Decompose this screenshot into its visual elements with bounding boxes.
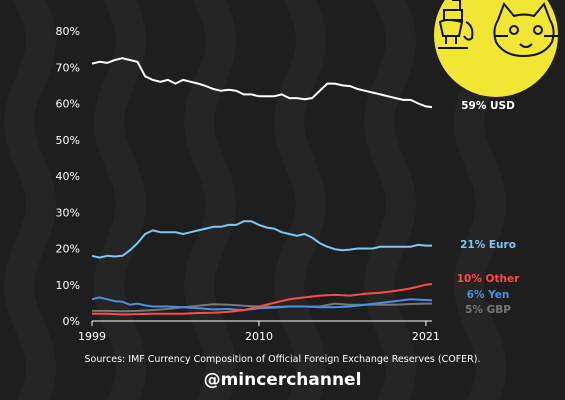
x-tick-label: 2010 xyxy=(245,330,273,343)
series-label-usd: 59% USD xyxy=(461,100,515,112)
y-tick-label: 30% xyxy=(56,206,80,219)
y-tick-label: 60% xyxy=(56,98,80,111)
series-label-euro: 21% Euro xyxy=(460,239,516,251)
y-tick-label: 20% xyxy=(56,243,80,256)
channel-handle: @mincerchannel xyxy=(203,370,362,390)
source-note: Sources: IMF Currency Composition of Off… xyxy=(84,354,481,365)
y-tick-label: 10% xyxy=(56,279,80,292)
series-label-other: 10% Other xyxy=(457,273,520,285)
series-line-other xyxy=(92,283,433,316)
background-stripe xyxy=(184,0,237,400)
chart-axes: 0% 10% 20% 30% 40% 50% 60% 70% 80% 1999 2010 2021 xyxy=(56,25,440,343)
y-tick-label: 80% xyxy=(56,25,80,38)
background-stripe xyxy=(364,0,417,400)
y-tick-label: 70% xyxy=(56,61,80,74)
series-labels: 59% USD 21% Euro 10% Other 6% Yen 5% GBP xyxy=(457,100,520,316)
background-stripe xyxy=(4,0,57,400)
y-tick-label: 0% xyxy=(63,315,80,328)
mincer-logo xyxy=(434,0,558,97)
y-tick-label: 50% xyxy=(56,134,80,147)
series-line-euro xyxy=(91,220,432,259)
background-stripe xyxy=(94,0,147,400)
y-tick-label: 40% xyxy=(56,170,80,183)
x-tick-label: 1999 xyxy=(78,330,106,343)
background-stripe xyxy=(274,0,327,400)
series-label-gbp: 5% GBP xyxy=(465,304,511,316)
series-line-gbp xyxy=(92,302,432,313)
logo-mincer-icon xyxy=(438,0,474,49)
logo-badge xyxy=(434,0,558,97)
x-tick-label: 2021 xyxy=(412,330,440,343)
series-label-yen: 6% Yen xyxy=(467,289,510,301)
series-line-usd xyxy=(91,57,433,109)
series-line-yen xyxy=(91,296,433,312)
logo-cat-icon xyxy=(493,2,558,58)
chart-series xyxy=(91,57,433,316)
